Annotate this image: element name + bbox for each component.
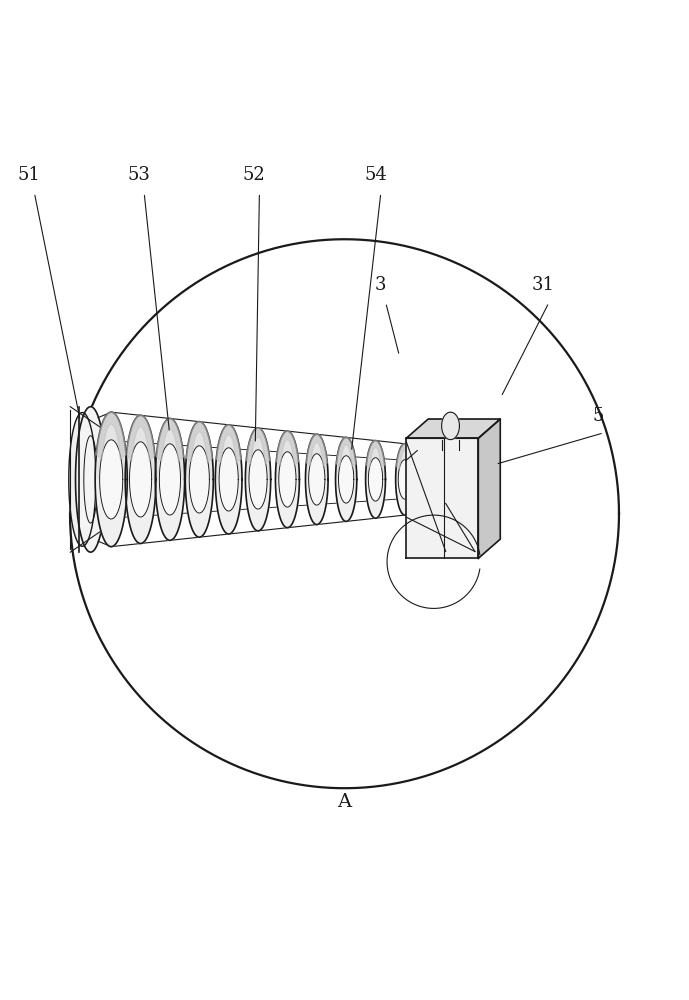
Polygon shape: [276, 479, 300, 528]
Polygon shape: [245, 428, 271, 531]
Polygon shape: [185, 422, 214, 479]
Polygon shape: [155, 479, 185, 540]
Polygon shape: [305, 479, 328, 525]
Polygon shape: [219, 448, 238, 511]
Polygon shape: [76, 407, 105, 552]
Polygon shape: [185, 479, 214, 537]
Polygon shape: [396, 444, 413, 469]
Polygon shape: [69, 412, 96, 546]
Polygon shape: [307, 434, 327, 466]
Polygon shape: [216, 425, 242, 479]
Polygon shape: [156, 418, 183, 461]
Polygon shape: [366, 479, 385, 518]
Polygon shape: [245, 479, 271, 531]
Text: 53: 53: [127, 166, 150, 184]
Polygon shape: [159, 444, 181, 515]
Polygon shape: [186, 422, 212, 462]
Polygon shape: [279, 452, 296, 507]
Text: 5: 5: [593, 407, 604, 425]
Text: 3: 3: [374, 276, 386, 294]
Polygon shape: [336, 437, 357, 479]
Polygon shape: [367, 441, 384, 468]
Polygon shape: [336, 437, 356, 467]
Polygon shape: [246, 428, 270, 464]
Polygon shape: [366, 441, 385, 479]
Polygon shape: [155, 418, 185, 479]
Polygon shape: [126, 415, 155, 460]
Text: 31: 31: [532, 276, 555, 294]
Text: 51: 51: [17, 166, 40, 184]
Polygon shape: [305, 434, 328, 479]
Polygon shape: [189, 446, 209, 513]
Polygon shape: [395, 479, 414, 515]
Polygon shape: [398, 460, 411, 499]
Text: A: A: [338, 793, 351, 811]
Polygon shape: [336, 479, 357, 521]
Polygon shape: [216, 479, 242, 534]
Polygon shape: [95, 412, 127, 547]
Polygon shape: [338, 456, 353, 503]
Polygon shape: [395, 444, 414, 479]
Polygon shape: [366, 441, 385, 518]
Text: 52: 52: [243, 166, 265, 184]
Polygon shape: [96, 412, 126, 459]
Polygon shape: [125, 415, 156, 479]
Polygon shape: [216, 425, 242, 534]
Polygon shape: [276, 431, 300, 479]
Polygon shape: [249, 450, 267, 509]
Polygon shape: [100, 440, 123, 519]
Polygon shape: [336, 437, 357, 521]
Polygon shape: [407, 438, 478, 558]
Polygon shape: [309, 454, 325, 505]
Polygon shape: [442, 412, 460, 440]
Polygon shape: [395, 444, 414, 515]
Text: 54: 54: [364, 166, 387, 184]
Polygon shape: [369, 458, 382, 501]
Polygon shape: [276, 431, 300, 528]
Polygon shape: [276, 431, 298, 465]
Polygon shape: [245, 428, 271, 479]
Polygon shape: [305, 434, 328, 525]
Polygon shape: [185, 422, 214, 537]
Polygon shape: [407, 419, 500, 438]
Polygon shape: [125, 415, 156, 544]
Polygon shape: [478, 419, 500, 558]
Polygon shape: [95, 412, 127, 479]
Polygon shape: [95, 479, 127, 547]
Polygon shape: [155, 418, 185, 540]
Polygon shape: [125, 479, 156, 544]
Polygon shape: [216, 425, 241, 463]
Polygon shape: [130, 442, 152, 517]
